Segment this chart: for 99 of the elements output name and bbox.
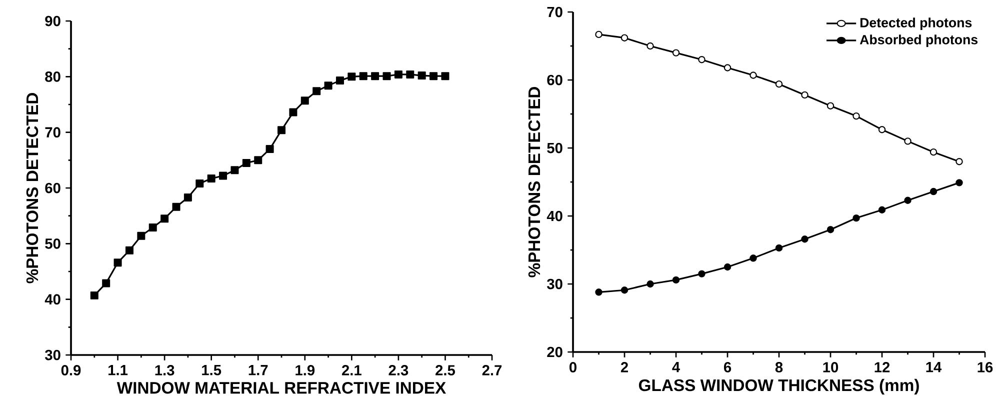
x-tick-label: 1.5 (202, 365, 222, 376)
point (418, 72, 426, 80)
point (336, 76, 344, 85)
point (160, 214, 169, 223)
point (266, 145, 274, 154)
x-tick-label: 1.7 (248, 365, 268, 376)
y-tick-label: 90 (45, 16, 60, 26)
point (878, 126, 886, 134)
point (406, 70, 414, 78)
x-tick-label: 1.3 (155, 365, 174, 376)
x-axis-title: WINDOW MATERIAL REFRACTIVE INDEX (116, 382, 446, 394)
point (595, 30, 602, 38)
y-tick-label: 50 (45, 238, 60, 249)
y-tick-label: 80 (45, 71, 60, 82)
point (172, 202, 180, 211)
point (289, 108, 298, 116)
point (930, 188, 938, 196)
point (852, 214, 860, 222)
x-tick-label: 8 (775, 362, 783, 372)
point (137, 232, 146, 240)
y-tick-label: 70 (547, 6, 562, 18)
point (371, 72, 380, 80)
legend-label: Detected photons (860, 18, 972, 30)
point (750, 72, 757, 79)
y-axis-title: %PHOTONS DETECTED (26, 93, 38, 284)
point (904, 138, 912, 145)
point (801, 91, 808, 99)
point (852, 112, 860, 120)
x-tick-label: 10 (823, 362, 838, 372)
point (698, 56, 706, 64)
point (724, 263, 732, 271)
point (394, 70, 402, 78)
point (324, 82, 332, 90)
point (595, 288, 602, 296)
point (956, 158, 963, 166)
point (300, 96, 309, 105)
point (102, 279, 110, 288)
x-axis-title: GLASS WINDOW THICKNESS (mm) (638, 378, 919, 394)
point (698, 270, 706, 278)
point (348, 72, 356, 81)
x-tick-label: 4 (672, 362, 680, 372)
x-tick-label: 6 (724, 362, 732, 372)
y-tick-label: 70 (45, 127, 60, 138)
point (148, 224, 157, 232)
point (184, 193, 192, 202)
x-tick-label: 16 (978, 362, 993, 372)
point (382, 72, 391, 80)
point (775, 244, 783, 252)
point (775, 80, 783, 88)
point (430, 72, 438, 80)
point (724, 64, 732, 72)
point (114, 258, 122, 267)
point (254, 156, 262, 164)
x-tick-label: 0 (570, 362, 576, 372)
point (672, 276, 680, 284)
y-tick-label: 30 (546, 278, 562, 290)
y-tick-label: 40 (44, 294, 60, 305)
x-tick-label: 12 (874, 362, 890, 372)
x-tick-label: 2.5 (436, 365, 455, 376)
point (904, 196, 912, 204)
point (242, 158, 250, 167)
y-tick-label: 50 (547, 142, 562, 154)
y-tick-label: 30 (44, 350, 60, 360)
point (646, 42, 654, 50)
point (441, 72, 450, 80)
point (196, 180, 204, 188)
x-tick-label: 2.7 (482, 365, 502, 376)
point (278, 126, 286, 134)
x-tick-label: 1.1 (108, 365, 128, 376)
x-tick-label: 2.1 (342, 365, 362, 376)
point (930, 148, 938, 156)
point (878, 206, 886, 214)
point (826, 226, 834, 234)
point (312, 87, 321, 96)
point (672, 49, 680, 56)
point (620, 286, 628, 294)
point (90, 291, 98, 300)
point (230, 166, 239, 174)
x-tick-label: 2.3 (388, 365, 408, 376)
y-tick-label: 40 (546, 210, 562, 222)
point (207, 174, 216, 183)
point (826, 102, 834, 110)
point (620, 34, 628, 42)
point (750, 254, 757, 262)
legend-label: Absorbed photons (860, 34, 978, 48)
point (359, 72, 368, 80)
x-tick-label: 0.9 (61, 365, 81, 376)
x-tick-label: 2 (620, 362, 628, 372)
y-tick-label: 60 (547, 74, 562, 86)
y-tick-label: 20 (547, 346, 562, 358)
y-axis-title: %PHOTONS DETECTED (528, 87, 540, 278)
point (125, 246, 134, 254)
point (801, 236, 808, 243)
point (219, 172, 228, 180)
y-tick-label: 60 (45, 182, 60, 194)
x-tick-label: 1.9 (296, 365, 315, 376)
point (646, 280, 654, 288)
point (956, 179, 963, 186)
x-tick-label: 14 (926, 362, 942, 372)
